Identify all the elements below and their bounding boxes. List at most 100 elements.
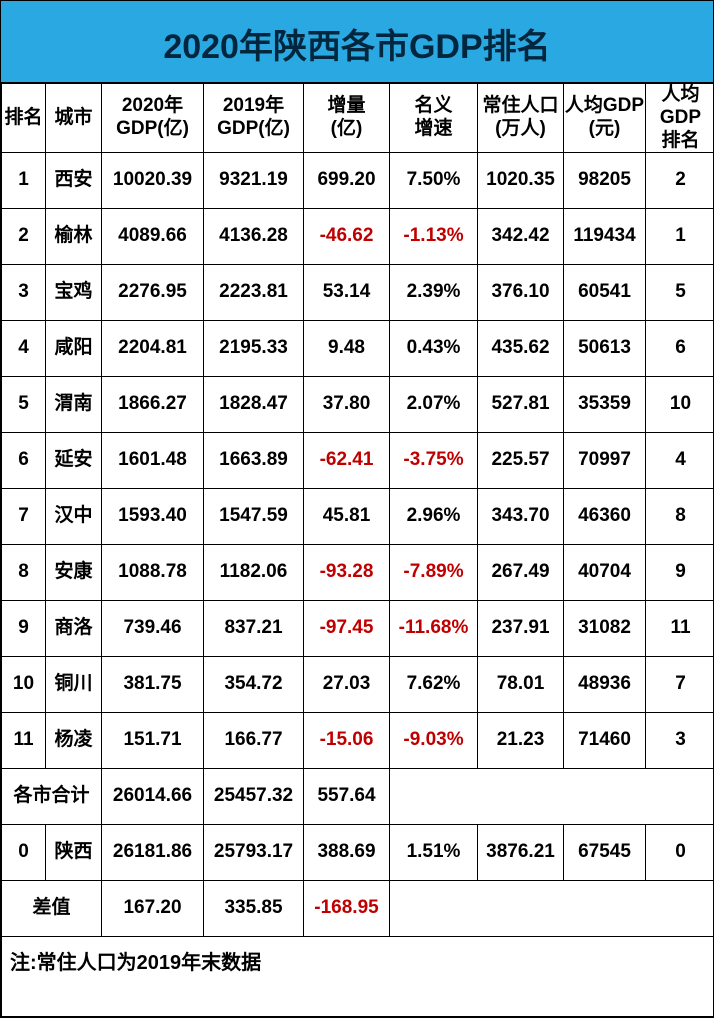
cell-growth: 0.43% [390,321,478,377]
cell-growth: -7.89% [390,545,478,601]
cell-inc: -97.45 [304,601,390,657]
cell-pcrank: 6 [646,321,714,377]
cell-gdp20: 1593.40 [102,489,204,545]
col-gdp19: 2019年GDP(亿) [204,84,304,153]
cell-gdp20: 1601.48 [102,433,204,489]
table-row: 10铜川381.75354.7227.037.62%78.01489367 [2,657,714,713]
cell-inc: -62.41 [304,433,390,489]
cell-rank: 2 [2,209,46,265]
cell-pcgdp: 31082 [564,601,646,657]
cell-pcrank: 7 [646,657,714,713]
table-row: 11杨凌151.71166.77-15.06-9.03%21.23714603 [2,713,714,769]
page-title: 2020年陕西各市GDP排名 [1,1,713,83]
cell-pcgdp: 60541 [564,265,646,321]
cell-pcrank: 11 [646,601,714,657]
cell-gdp19: 1663.89 [204,433,304,489]
cell-growth: -3.75% [390,433,478,489]
cell-pcgdp: 50613 [564,321,646,377]
cell-inc: 45.81 [304,489,390,545]
cell-subtotal-label: 各市合计 [2,769,102,825]
cell-gdp20: 2276.95 [102,265,204,321]
cell-city: 延安 [46,433,102,489]
cell-pop: 342.42 [478,209,564,265]
diff-row: 差值167.20335.85-168.95 [2,881,714,937]
cell-inc: 37.80 [304,377,390,433]
cell-pcrank: 9 [646,545,714,601]
table-row: 3宝鸡2276.952223.8153.142.39%376.10605415 [2,265,714,321]
cell-pcrank: 8 [646,489,714,545]
cell-rank: 8 [2,545,46,601]
cell-city: 榆林 [46,209,102,265]
cell-growth: 2.39% [390,265,478,321]
cell-pcrank: 10 [646,377,714,433]
cell-rank: 6 [2,433,46,489]
cell-pcgdp: 35359 [564,377,646,433]
cell-pcgdp: 46360 [564,489,646,545]
table-row: 4咸阳2204.812195.339.480.43%435.62506136 [2,321,714,377]
cell-blank [390,881,714,937]
col-gdp20: 2020年GDP(亿) [102,84,204,153]
cell-gdp20: 2204.81 [102,321,204,377]
cell-inc: 53.14 [304,265,390,321]
cell-inc: 557.64 [304,769,390,825]
table-container: 2020年陕西各市GDP排名 排名 城市 2020年GDP(亿) 2019年GD… [0,0,714,1018]
cell-growth: -9.03% [390,713,478,769]
cell-inc: 388.69 [304,825,390,881]
cell-pcrank: 4 [646,433,714,489]
cell-gdp19: 354.72 [204,657,304,713]
cell-growth: -1.13% [390,209,478,265]
cell-rank: 9 [2,601,46,657]
cell-pcrank: 0 [646,825,714,881]
cell-gdp20: 26014.66 [102,769,204,825]
cell-inc: 27.03 [304,657,390,713]
col-pop: 常住人口(万人) [478,84,564,153]
cell-city: 渭南 [46,377,102,433]
cell-rank: 3 [2,265,46,321]
col-pcrank: 人均GDP排名 [646,84,714,153]
cell-gdp20: 1088.78 [102,545,204,601]
cell-gdp20: 151.71 [102,713,204,769]
col-city: 城市 [46,84,102,153]
cell-pcgdp: 67545 [564,825,646,881]
footnote-row: 注:常住人口为2019年末数据 [2,937,714,1017]
cell-inc: 9.48 [304,321,390,377]
footnote-text: 注:常住人口为2019年末数据 [2,937,714,1017]
cell-pcgdp: 98205 [564,153,646,209]
cell-pop: 237.91 [478,601,564,657]
cell-gdp20: 4089.66 [102,209,204,265]
cell-inc: -15.06 [304,713,390,769]
cell-gdp19: 335.85 [204,881,304,937]
cell-rank: 7 [2,489,46,545]
cell-diff-label: 差值 [2,881,102,937]
cell-pop: 225.57 [478,433,564,489]
cell-pop: 78.01 [478,657,564,713]
col-growth: 名义增速 [390,84,478,153]
cell-growth: 1.51% [390,825,478,881]
cell-city: 宝鸡 [46,265,102,321]
cell-pop: 3876.21 [478,825,564,881]
table-row: 2榆林4089.664136.28-46.62-1.13%342.4211943… [2,209,714,265]
cell-gdp19: 1182.06 [204,545,304,601]
cell-gdp19: 4136.28 [204,209,304,265]
cell-city: 商洛 [46,601,102,657]
cell-city: 安康 [46,545,102,601]
cell-rank: 11 [2,713,46,769]
cell-growth: 7.50% [390,153,478,209]
table-row: 6延安1601.481663.89-62.41-3.75%225.5770997… [2,433,714,489]
table-row: 7汉中1593.401547.5945.812.96%343.70463608 [2,489,714,545]
col-rank: 排名 [2,84,46,153]
cell-gdp20: 381.75 [102,657,204,713]
cell-pop: 267.49 [478,545,564,601]
cell-city: 铜川 [46,657,102,713]
cell-gdp19: 2195.33 [204,321,304,377]
cell-gdp19: 1547.59 [204,489,304,545]
cell-gdp20: 1866.27 [102,377,204,433]
cell-pcgdp: 71460 [564,713,646,769]
cell-growth: 2.96% [390,489,478,545]
cell-inc: 699.20 [304,153,390,209]
table-row: 5渭南1866.271828.4737.802.07%527.813535910 [2,377,714,433]
cell-pop: 21.23 [478,713,564,769]
cell-gdp19: 9321.19 [204,153,304,209]
cell-inc: -168.95 [304,881,390,937]
table-row: 8安康1088.781182.06-93.28-7.89%267.4940704… [2,545,714,601]
